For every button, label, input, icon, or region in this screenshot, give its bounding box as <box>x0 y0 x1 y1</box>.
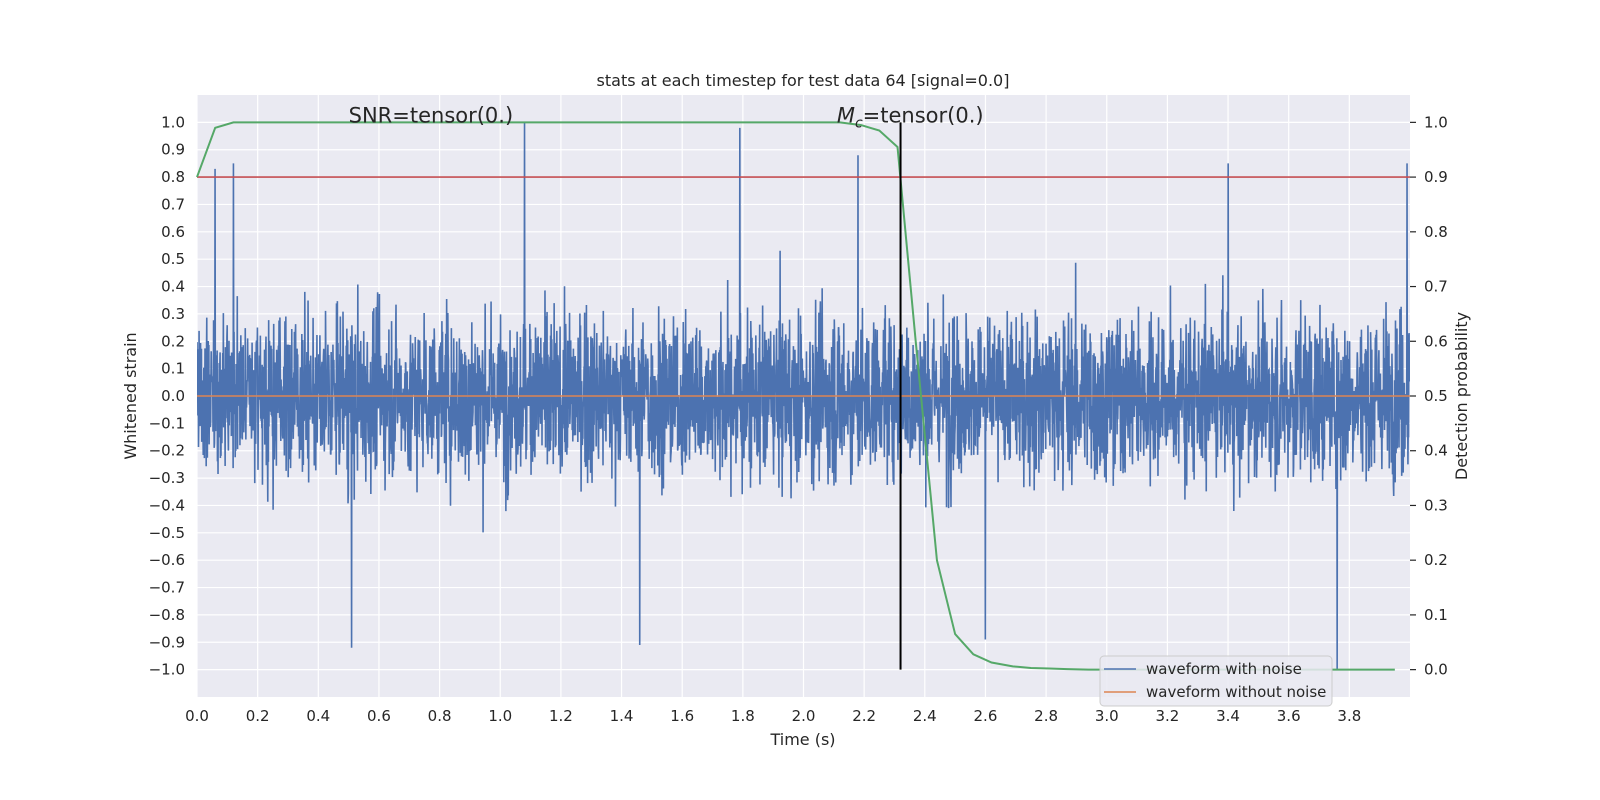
chirp-mass-annotation: Mc=tensor(0.) <box>837 103 984 131</box>
y-left-tick-label: 0.2 <box>161 332 185 350</box>
y-right-tick-label: 0.2 <box>1424 551 1448 569</box>
noise-waveform-line <box>197 122 1410 670</box>
x-tick-label: 3.4 <box>1216 707 1240 725</box>
x-tick-label: 2.2 <box>852 707 876 725</box>
y-left-tick-label: −1.0 <box>149 661 185 679</box>
y-left-tick-label: −0.9 <box>149 633 185 651</box>
y-right-tick-label: 0.5 <box>1424 387 1448 405</box>
x-tick-label: 3.8 <box>1337 707 1361 725</box>
y-left-tick-label: 0.5 <box>161 250 185 268</box>
x-tick-label: 3.2 <box>1155 707 1179 725</box>
y-left-axis-ticks: 1.0 0.9 0.8 0.7 0.6 0.5 0.4 0.3 0.2 0.1 0.0 −0.1 −0.… <box>149 113 185 678</box>
x-tick-label: 1.6 <box>670 707 694 725</box>
y-right-tick-label: 0.1 <box>1424 606 1448 624</box>
y-left-tick-label: 1.0 <box>161 113 185 131</box>
y-left-tick-label: −0.5 <box>149 524 185 542</box>
y-left-tick-label: 0.9 <box>161 141 185 159</box>
x-tick-label: 3.6 <box>1277 707 1301 725</box>
y-left-tick-label: 0.7 <box>161 195 185 213</box>
x-tick-label: 0.6 <box>367 707 391 725</box>
legend: waveform with noise waveform without noi… <box>1099 655 1333 707</box>
x-tick-label: 2.4 <box>913 707 937 725</box>
y-right-axis-ticks: 1.0 0.9 0.8 0.7 0.6 0.5 0.4 0.3 0.2 0.1 0.0 <box>1410 113 1448 679</box>
y-left-tick-label: 0.1 <box>161 360 185 378</box>
y-left-tick-label: −0.8 <box>149 606 185 624</box>
y-left-tick-label: −0.4 <box>149 496 185 514</box>
y-left-tick-label: −0.6 <box>149 551 185 569</box>
chirp-mass-subscript: c <box>855 115 863 131</box>
y-left-tick-label: 0.4 <box>161 278 185 296</box>
y-right-tick-label: 0.6 <box>1424 332 1448 350</box>
y-right-tick-label: 1.0 <box>1424 113 1448 131</box>
x-tick-label: 1.8 <box>731 707 755 725</box>
y-right-tick-label: 0.0 <box>1424 661 1448 679</box>
chirp-mass-symbol: M <box>837 103 855 127</box>
y-left-tick-label: 0.8 <box>161 168 185 186</box>
snr-annotation: SNR=tensor(0.) <box>349 103 514 127</box>
y-left-tick-label: −0.2 <box>149 442 185 460</box>
x-tick-label: 1.4 <box>610 707 634 725</box>
y-left-tick-label: 0.6 <box>161 223 185 241</box>
chirp-mass-value: =tensor(0.) <box>863 103 984 127</box>
y-right-axis-label: Detection probability <box>1452 312 1471 480</box>
x-tick-label: 1.0 <box>488 707 512 725</box>
y-left-axis-label: Whitened strain <box>121 332 140 459</box>
x-axis-label: Time (s) <box>769 730 835 749</box>
series-detection-probability <box>196 121 1395 671</box>
x-tick-label: 1.2 <box>549 707 573 725</box>
y-right-tick-label: 0.8 <box>1424 223 1448 241</box>
x-tick-label: 2.6 <box>974 707 998 725</box>
x-tick-label: 0.0 <box>185 707 209 725</box>
y-left-tick-label: −0.7 <box>149 579 185 597</box>
legend-entry: waveform with noise <box>1146 660 1302 678</box>
y-left-tick-label: 0.3 <box>161 305 185 323</box>
y-right-tick-label: 0.3 <box>1424 496 1448 514</box>
legend-box <box>1099 655 1333 707</box>
legend-entry: waveform without noise <box>1146 683 1326 701</box>
y-left-tick-label: 0.0 <box>161 387 185 405</box>
detection-probability-line <box>196 121 1395 671</box>
x-tick-label: 2.0 <box>792 707 816 725</box>
y-right-tick-label: 0.4 <box>1424 442 1448 460</box>
x-tick-label: 0.4 <box>306 707 330 725</box>
x-tick-label: 2.8 <box>1034 707 1058 725</box>
series-waveform-with-noise <box>197 122 1410 670</box>
x-tick-label: 3.0 <box>1095 707 1119 725</box>
x-tick-label: 0.8 <box>428 707 452 725</box>
y-right-tick-label: 0.9 <box>1424 168 1448 186</box>
x-tick-label: 0.2 <box>246 707 270 725</box>
y-right-tick-label: 0.7 <box>1424 278 1448 296</box>
x-axis-ticks: 0.0 0.2 0.4 0.6 0.8 1.0 1.2 1.4 1.6 1.8 2.0 2.2 2.4 2… <box>185 707 1361 725</box>
chart-title: stats at each timestep for test data 64 … <box>597 71 1010 90</box>
y-left-tick-label: −0.1 <box>149 414 185 432</box>
y-left-tick-label: −0.3 <box>149 469 185 487</box>
